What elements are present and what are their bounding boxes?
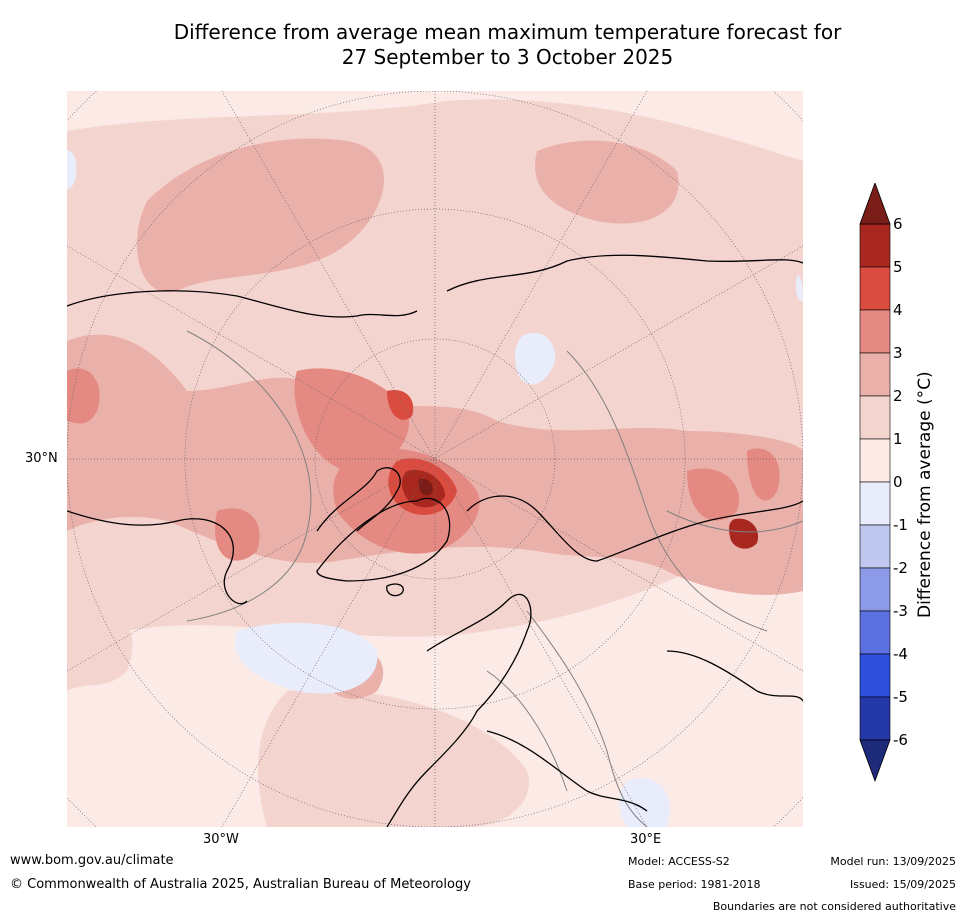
- graticule: [67, 91, 803, 827]
- colorbar-label: Difference from average (°C): [915, 371, 935, 618]
- lon-label-30w: 30°W: [203, 832, 239, 847]
- colorbar-band: [859, 610, 891, 655]
- coastlines: [67, 254, 803, 827]
- colorbar-tick-label: 1: [893, 430, 903, 448]
- colorbar-band: [859, 653, 891, 698]
- anomaly-gt6-regions: [418, 478, 433, 496]
- footer-issued: Issued: 15/09/2025: [849, 878, 956, 891]
- footer-boundaries: Boundaries are not considered authoritat…: [712, 900, 956, 913]
- colorbar-tick-label: 2: [893, 387, 903, 405]
- colorbar-tick-label: 0: [893, 473, 903, 491]
- footer-website: www.bom.gov.au/climate: [10, 853, 174, 868]
- colorbar-band: [859, 524, 891, 569]
- footer-base-period: Base period: 1981-2018: [628, 878, 761, 891]
- forecast-map: [67, 91, 803, 827]
- lat-label-30n: 30°N: [25, 451, 58, 466]
- footer-copyright: © Commonwealth of Australia 2025, Austra…: [10, 877, 471, 892]
- colorbar-tick-label: -1: [893, 516, 908, 534]
- colorbar-band: [859, 266, 891, 311]
- colorbar-tick-label: 4: [893, 301, 903, 319]
- colorbar-tick-label: -6: [893, 731, 908, 749]
- colorbar-under-arrow: [859, 739, 891, 783]
- colorbar-tick-label: 5: [893, 258, 903, 276]
- colorbar-band: [859, 481, 891, 526]
- lon-label-30e: 30°E: [630, 832, 662, 847]
- anomaly-5-6-regions: [401, 470, 759, 549]
- colorbar-tick-label: 6: [893, 215, 903, 233]
- colorbar-tick-label: -3: [893, 602, 908, 620]
- colorbar-band: [859, 567, 891, 612]
- colorbar-band: [859, 223, 891, 268]
- footer-model: Model: ACCESS-S2: [628, 855, 730, 868]
- colorbar-band: [859, 309, 891, 354]
- colorbar-tick-label: 3: [893, 344, 903, 362]
- title-line-1: Difference from average mean maximum tem…: [173, 20, 842, 44]
- anomaly-3-4-regions: [67, 368, 780, 561]
- colorbar-band: [859, 696, 891, 741]
- footer-model-run: Model run: 13/09/2025: [830, 855, 956, 868]
- colorbar-over-arrow: [859, 183, 891, 225]
- colorbar-tick-label: -2: [893, 559, 908, 577]
- colorbar-tick-label: -4: [893, 645, 908, 663]
- colorbar-band: [859, 395, 891, 440]
- colorbar-band: [859, 438, 891, 483]
- colorbar-band: [859, 352, 891, 397]
- map-title: Difference from average mean maximum tem…: [0, 20, 965, 70]
- anomaly-neg-0-1-regions: [67, 150, 803, 827]
- colorbar-tick-label: -5: [893, 688, 908, 706]
- title-line-2: 27 September to 3 October 2025: [341, 45, 674, 69]
- colorbar: [859, 183, 891, 783]
